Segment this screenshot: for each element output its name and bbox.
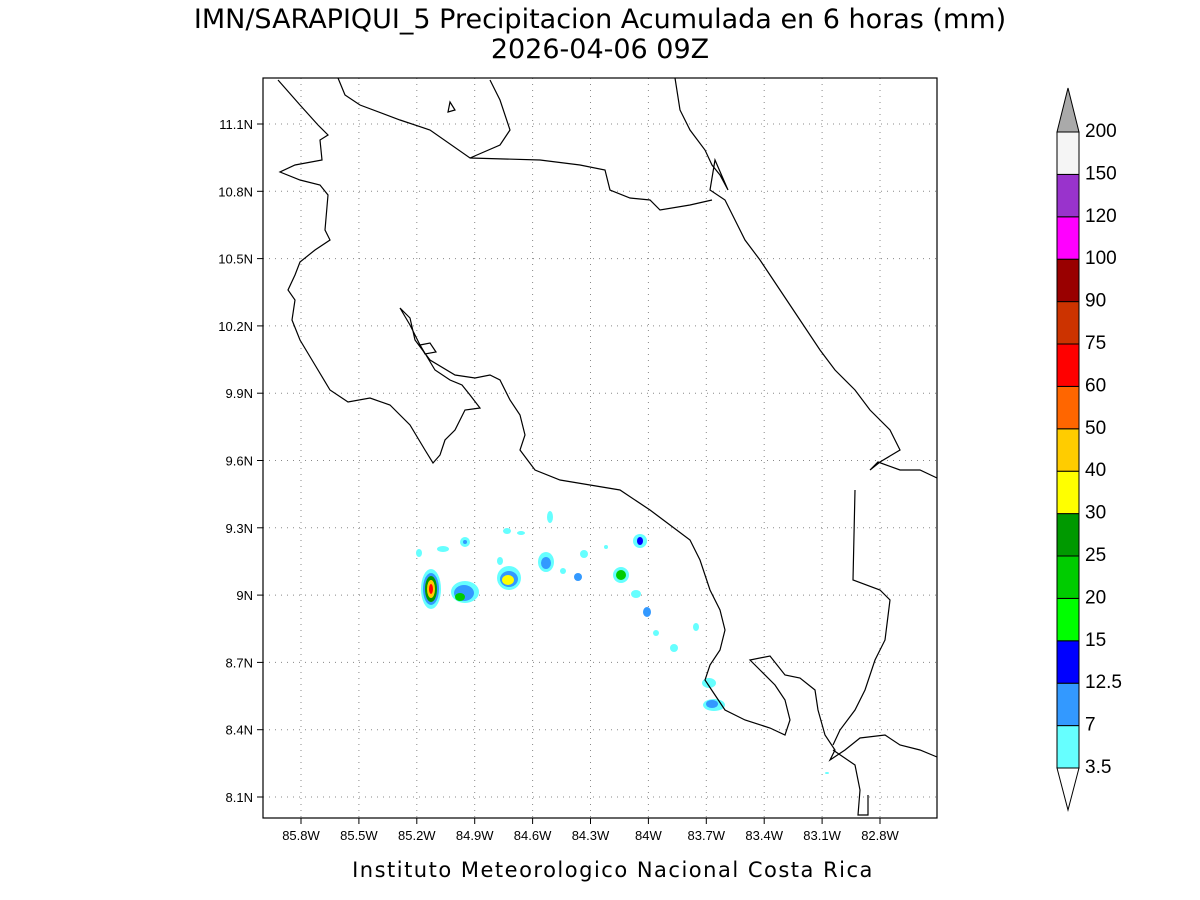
colorbar-label: 50 xyxy=(1085,418,1106,439)
colorbar-label: 20 xyxy=(1085,587,1106,608)
colorbar-label: 120 xyxy=(1085,206,1117,227)
axes: 85.8W 85.5W 85.2W 84.9W 84.6W 84.3W 84W 83.7W 83… xyxy=(218,117,899,843)
colorbar-label: 200 xyxy=(1085,121,1117,142)
x-tick-label: 82.8W xyxy=(861,828,899,843)
y-tick-label: 8.1N xyxy=(226,790,253,805)
y-tick-label: 9N xyxy=(236,588,253,603)
coastline xyxy=(277,77,938,816)
y-tick-label: 9.3N xyxy=(226,521,253,536)
colorbar-label: 30 xyxy=(1085,503,1106,524)
colorbar-label: 12.5 xyxy=(1085,672,1122,693)
y-tick-label: 11.1N xyxy=(219,117,253,132)
colorbar-label: 3.5 xyxy=(1085,757,1111,778)
colorbar-under xyxy=(1056,767,1080,812)
y-tick-label: 9.6N xyxy=(226,454,253,469)
colorbar-label: 15 xyxy=(1085,630,1106,651)
colorbar-segment xyxy=(1056,555,1080,599)
colorbar-label: 75 xyxy=(1085,333,1106,354)
colorbar-label: 100 xyxy=(1085,248,1117,269)
title: IMN/SARAPIQUI_5 Precipitacion Acumulada … xyxy=(194,4,1006,35)
colorbar-segment xyxy=(1056,428,1080,472)
colorbar-segment xyxy=(1056,385,1080,430)
colorbar-segment xyxy=(1056,682,1080,727)
colorbar-label: 25 xyxy=(1085,545,1106,566)
colorbar-segment xyxy=(1056,173,1080,218)
colorbar-segment xyxy=(1056,470,1080,515)
x-tick-label: 85.5W xyxy=(340,828,378,843)
y-tick-label: 10.8N xyxy=(218,184,253,199)
y-tick-label: 8.4N xyxy=(226,723,253,738)
colorbar-segment xyxy=(1056,640,1080,684)
y-tick-label: 8.7N xyxy=(226,655,253,670)
x-tick-label: 85.2W xyxy=(398,828,436,843)
colorbar-segment xyxy=(1056,301,1080,345)
x-tick-label: 83.4W xyxy=(745,828,783,843)
y-tick-label: 10.2N xyxy=(218,319,253,334)
x-tick-label: 84.3W xyxy=(572,828,610,843)
y-tick-label: 10.5N xyxy=(218,252,253,267)
colorbar-segment xyxy=(1056,258,1080,303)
colorbar-over xyxy=(1056,87,1080,133)
colorbar-label: 40 xyxy=(1085,460,1106,481)
y-tick-label: 9.9N xyxy=(226,386,253,401)
colorbar-label: 150 xyxy=(1085,163,1117,184)
x-tick-label: 84.9W xyxy=(456,828,494,843)
colorbar-label: 60 xyxy=(1085,375,1106,396)
x-tick-label: 83.7W xyxy=(688,828,726,843)
colorbar-segment xyxy=(1056,597,1080,642)
x-tick-label: 84W xyxy=(635,828,662,843)
x-tick-label: 85.8W xyxy=(282,828,320,843)
colorbar-segment xyxy=(1056,513,1080,557)
colorbar: 3.5 7 12.5 15 20 25 30 40 50 60 75 90 100 120 150 200 xyxy=(1056,87,1122,812)
colorbar-label: 7 xyxy=(1085,715,1096,736)
subtitle: 2026-04-06 09Z xyxy=(491,34,709,65)
colorbar-segment xyxy=(1056,725,1080,769)
colorbar-segment xyxy=(1056,343,1080,387)
colorbar-segment xyxy=(1056,216,1080,260)
x-tick-label: 83.1W xyxy=(803,828,841,843)
footer: Instituto Meteorologico Nacional Costa R… xyxy=(352,858,874,882)
x-tick-label: 84.6W xyxy=(514,828,552,843)
precipitation xyxy=(416,511,829,774)
colorbar-segment xyxy=(1056,131,1080,175)
map-frame xyxy=(262,77,938,819)
colorbar-label: 90 xyxy=(1085,291,1106,312)
grid xyxy=(263,78,937,818)
